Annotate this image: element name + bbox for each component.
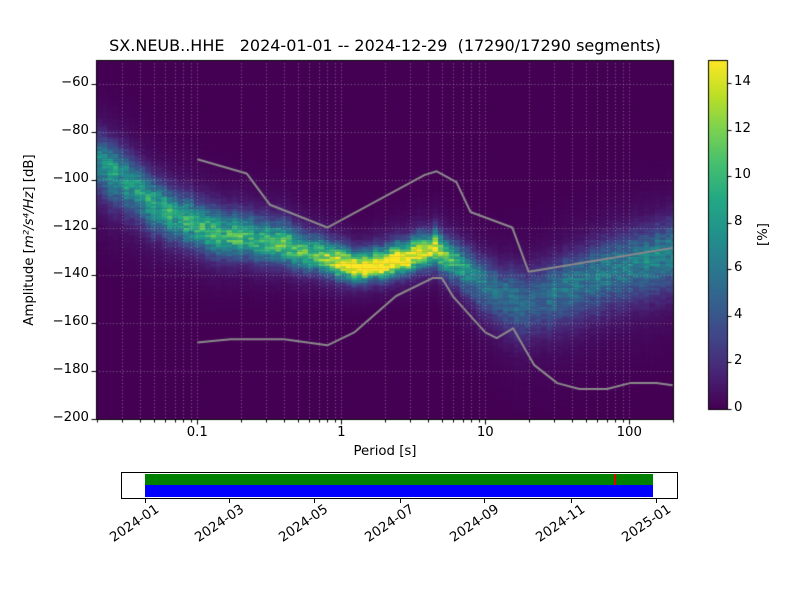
colorbar-tick-label: 6 xyxy=(734,260,743,276)
y-tick-label: −160 xyxy=(52,314,89,330)
colorbar-tick-label: 2 xyxy=(734,353,743,369)
timeline-tick xyxy=(313,499,315,503)
y-axis-label-units: m²/s⁴/Hz xyxy=(22,191,37,249)
y-tick-label: −60 xyxy=(60,74,89,90)
timeline-coverage-bar xyxy=(144,474,654,485)
timeline-tick xyxy=(229,499,231,503)
y-tick-label: −200 xyxy=(52,410,89,425)
timeline-tick xyxy=(399,499,401,503)
colorbar-tick-label: 4 xyxy=(734,306,743,322)
timeline-tick xyxy=(484,499,486,503)
x-tick-label: 10 xyxy=(476,425,494,440)
plot-title: SX.NEUB..HHE 2024-01-01 -- 2024-12-29 (1… xyxy=(109,36,661,55)
x-tick-label: 1 xyxy=(337,425,346,440)
colorbar-tick-label: 10 xyxy=(734,167,751,183)
y-tick-label: −140 xyxy=(52,266,89,282)
colorbar-tick-label: 0 xyxy=(734,400,743,415)
y-tick-label: −120 xyxy=(52,218,89,234)
timeline-gap-marker xyxy=(614,474,617,485)
timeline-tick xyxy=(144,499,146,503)
ppsd-plot-area xyxy=(96,60,673,419)
colorbar-tick-label: 14 xyxy=(734,74,751,90)
y-tick-label: −180 xyxy=(52,362,89,378)
timeline-extent-bar xyxy=(144,485,654,497)
y-tick-label: −100 xyxy=(52,170,89,186)
timeline-tick xyxy=(570,499,572,503)
y-axis-label-suffix: ] [dB] xyxy=(22,154,37,192)
y-tick-label: −80 xyxy=(60,122,89,138)
colorbar-label: [%] xyxy=(756,223,771,247)
y-axis-label: Amplitude [m²/s⁴/Hz] [dB] xyxy=(22,60,37,420)
x-tick-label: 0.1 xyxy=(186,425,208,440)
colorbar-tick-label: 12 xyxy=(734,120,751,136)
colorbar-tick-label: 8 xyxy=(734,213,743,229)
timeline-tick xyxy=(656,499,658,503)
x-axis-label: Period [s] xyxy=(353,444,417,459)
x-tick-label: 100 xyxy=(616,425,642,440)
y-axis-label-prefix: Amplitude [ xyxy=(22,248,37,326)
timeline-box xyxy=(121,472,678,499)
